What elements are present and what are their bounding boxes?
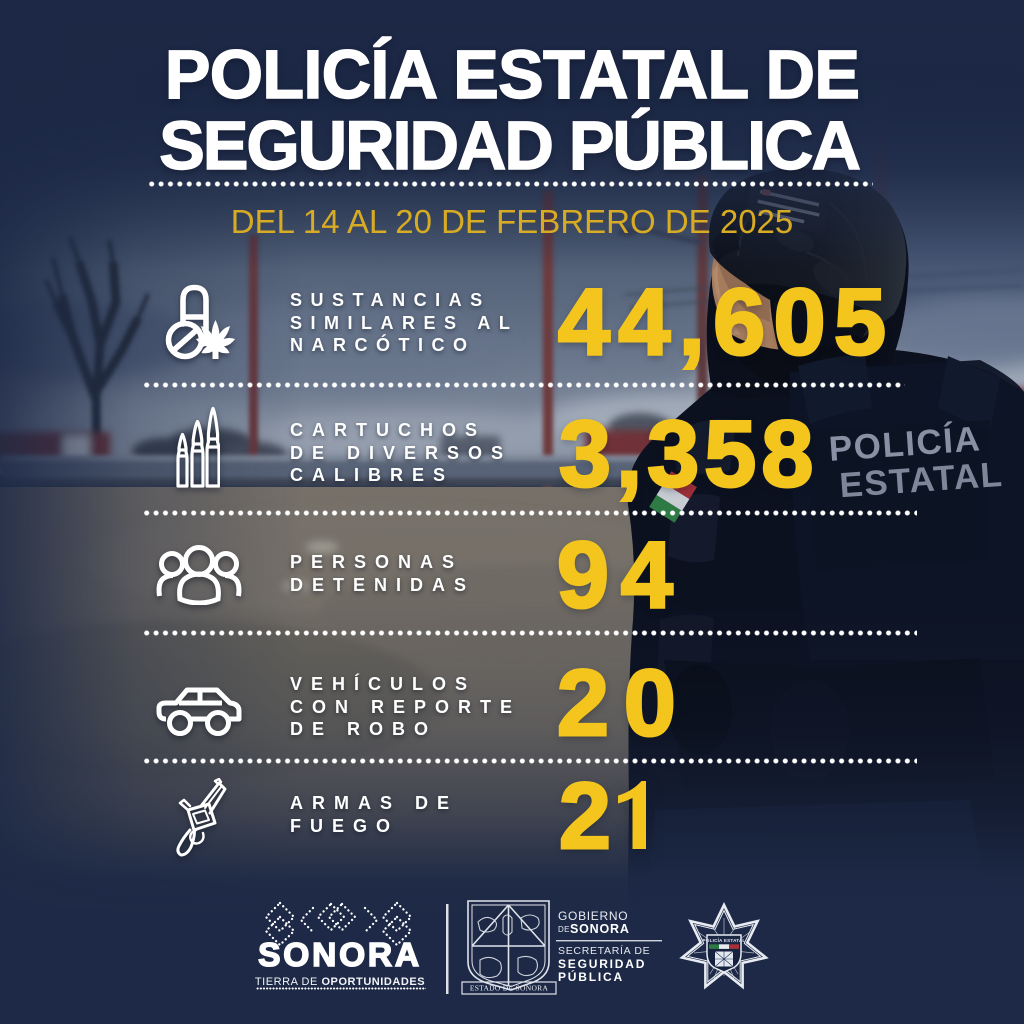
svg-text:SEGURIDAD: SEGURIDAD bbox=[558, 957, 646, 971]
svg-text:GOBIERNO: GOBIERNO bbox=[558, 909, 628, 923]
svg-text:SONORA: SONORA bbox=[570, 922, 630, 936]
svg-text:POLICÍA ESTATAL: POLICÍA ESTATAL bbox=[703, 936, 746, 943]
svg-text:SECRETARÍA DE: SECRETARÍA DE bbox=[558, 944, 650, 957]
svg-text:PÚBLICA: PÚBLICA bbox=[558, 969, 624, 984]
svg-text:ESTADO DE SONORA: ESTADO DE SONORA bbox=[470, 984, 549, 993]
svg-text:DE: DE bbox=[558, 925, 570, 934]
